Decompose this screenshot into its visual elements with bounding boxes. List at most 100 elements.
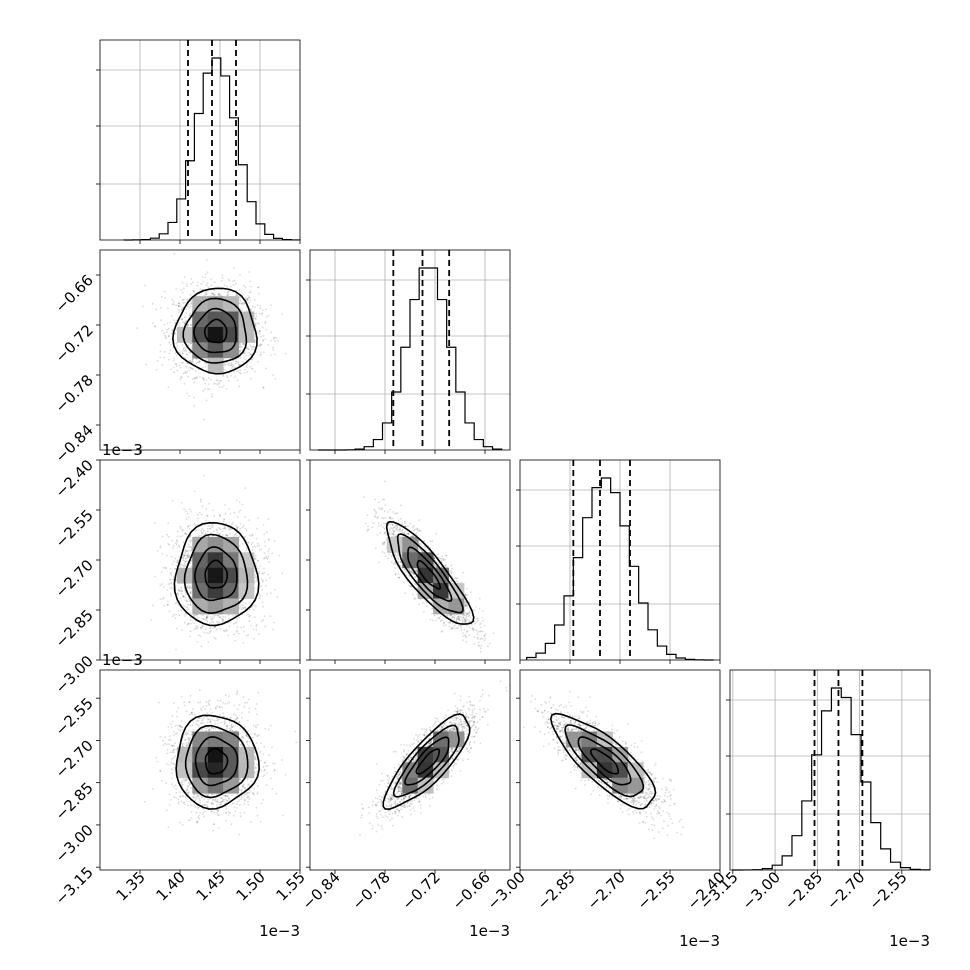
scatter-point <box>172 359 175 362</box>
scatter-point <box>249 299 252 302</box>
scatter-point <box>180 318 183 320</box>
scatter-point <box>258 570 261 573</box>
scatter-point <box>186 285 188 287</box>
scatter-point <box>164 337 167 340</box>
scatter-point <box>174 568 176 570</box>
scatter-point <box>171 500 174 502</box>
scatter-point <box>203 418 205 421</box>
scatter-point <box>199 288 202 291</box>
scatter-point <box>260 351 263 354</box>
scatter-point <box>253 616 256 619</box>
scatter-point <box>187 622 189 625</box>
scatter-point <box>174 542 177 545</box>
scatter-point <box>195 357 197 360</box>
scatter-point <box>205 362 207 365</box>
scatter-point <box>210 284 213 287</box>
scatter-point <box>183 348 186 350</box>
scatter-point <box>175 363 177 365</box>
scatter-point <box>190 360 193 363</box>
scatter-point <box>187 324 189 326</box>
scatter-point <box>242 342 245 345</box>
scatter-point <box>169 321 172 324</box>
scatter-point <box>176 344 179 347</box>
scatter-point <box>214 382 217 385</box>
scatter-point <box>201 376 204 379</box>
scatter-point <box>233 622 235 625</box>
scatter-point <box>245 298 248 300</box>
scatter-point <box>257 517 259 519</box>
scatter-point <box>224 504 226 506</box>
scatter-point <box>238 349 241 352</box>
scatter-point <box>262 619 265 621</box>
scatter-point <box>207 641 210 643</box>
scatter-point <box>178 325 181 327</box>
scatter-point <box>218 292 221 295</box>
scatter-point <box>239 350 242 352</box>
scatter-point <box>206 632 208 634</box>
scatter-point <box>236 360 239 363</box>
scatter-point <box>242 626 245 628</box>
scatter-point <box>266 531 268 534</box>
scatter-point <box>270 592 272 595</box>
scatter-point <box>190 324 192 327</box>
scatter-point <box>188 369 191 371</box>
scatter-point <box>187 375 190 378</box>
scatter-point <box>150 619 153 622</box>
scatter-point <box>227 291 229 294</box>
scatter-point <box>267 538 270 541</box>
scatter-point <box>173 613 176 616</box>
scatter-point <box>240 349 243 351</box>
scatter-point <box>175 319 178 322</box>
scatter-point <box>251 348 253 351</box>
scatter-point <box>256 545 259 547</box>
scatter-point <box>261 601 264 604</box>
scatter-point <box>181 535 184 537</box>
scatter-point <box>263 351 265 354</box>
scatter-point <box>233 633 236 636</box>
scatter-point <box>241 526 244 529</box>
scatter-point <box>224 512 227 515</box>
scatter-point <box>227 379 230 382</box>
scatter-point <box>190 283 193 285</box>
scatter-point <box>268 561 271 563</box>
scatter-point <box>176 540 179 543</box>
scatter-point <box>177 609 180 612</box>
scatter-point <box>258 329 261 332</box>
scatter-point <box>186 325 188 327</box>
scatter-point <box>254 545 257 548</box>
scatter-point <box>193 291 196 293</box>
scatter-point <box>194 624 197 627</box>
scatter-point <box>238 302 241 304</box>
scatter-point <box>260 620 263 623</box>
scatter-point <box>199 360 201 363</box>
scatter-point <box>226 294 229 296</box>
panel-frame <box>99 39 301 241</box>
scatter-point <box>144 284 146 287</box>
scatter-point <box>226 375 228 377</box>
scatter-point <box>184 532 187 535</box>
scatter-point <box>185 533 188 536</box>
scatter-point <box>241 302 243 305</box>
scatter-point <box>262 386 265 389</box>
scatter-point <box>254 317 257 320</box>
scatter-point <box>231 523 233 526</box>
scatter-point <box>193 490 196 493</box>
scatter-point <box>184 371 187 374</box>
scatter-point <box>204 276 207 279</box>
scatter-point <box>265 308 267 311</box>
scatter-point <box>236 626 239 629</box>
scatter-point <box>230 364 233 367</box>
scatter-point <box>254 555 257 557</box>
scatter-point <box>183 621 186 624</box>
scatter-point <box>178 309 181 311</box>
scatter-point <box>263 557 266 560</box>
scatter-point <box>187 343 190 346</box>
scatter-point <box>268 548 270 551</box>
scatter-point <box>488 642 491 645</box>
scatter-point <box>247 347 250 350</box>
scatter-point <box>166 533 169 536</box>
scatter-point <box>236 516 239 518</box>
scatter-point <box>161 552 164 555</box>
scatter-point <box>374 498 377 501</box>
scatter-point <box>248 271 251 273</box>
